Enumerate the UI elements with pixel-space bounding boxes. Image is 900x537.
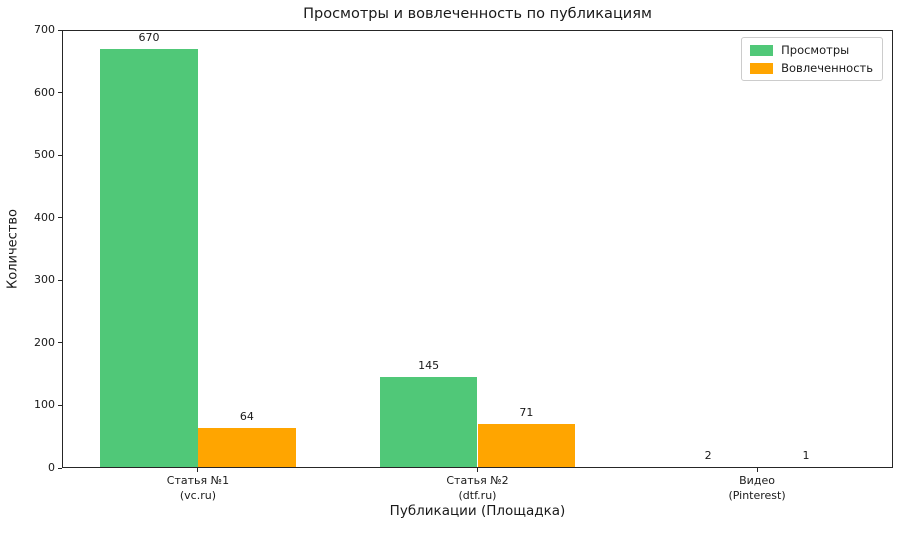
views-swatch-icon xyxy=(750,44,774,56)
engagement-bar xyxy=(197,427,296,468)
x-tick-mark xyxy=(756,468,758,472)
category-name: Статья №2 xyxy=(446,474,509,487)
y-tick-label: 300 xyxy=(34,273,55,287)
views-bar xyxy=(379,377,478,468)
category-name: Статья №1 xyxy=(166,474,230,487)
category-platform: (Pinterest) xyxy=(728,488,786,502)
x-axis-label: Публикации (Площадка) xyxy=(389,503,566,519)
y-tick-mark xyxy=(58,404,62,406)
category-platform: (vc.ru) xyxy=(179,488,216,502)
bar-value-label: 145 xyxy=(418,359,440,373)
category-name: Видео xyxy=(739,474,775,487)
y-tick-mark xyxy=(58,29,62,31)
x-tick-label: Статья №1 (vc.ru) xyxy=(98,474,298,503)
x-tick-mark xyxy=(477,468,478,472)
y-tick-mark xyxy=(58,92,62,94)
engagement-bar xyxy=(757,467,855,468)
legend-item-engagement: Вовлеченность xyxy=(750,61,873,75)
bar-value-label: 71 xyxy=(519,405,534,419)
y-tick-mark xyxy=(58,154,62,156)
bar-value-label: 670 xyxy=(138,30,160,44)
y-tick-label: 0 xyxy=(48,461,55,474)
x-tick-label: Видео (Pinterest) xyxy=(657,474,857,503)
legend-label-views: Просмотры xyxy=(781,43,850,57)
y-tick-label: 100 xyxy=(34,398,55,412)
y-tick-mark xyxy=(58,217,62,219)
bar-value-label: 64 xyxy=(239,409,254,423)
views-bar xyxy=(100,48,198,468)
x-tick-mark xyxy=(197,468,199,472)
views-bar xyxy=(659,466,758,468)
y-tick-label: 200 xyxy=(34,335,55,349)
legend-item-views: Просмотры xyxy=(750,43,873,57)
y-tick-mark xyxy=(58,279,62,281)
y-tick-label: 500 xyxy=(34,148,55,162)
y-tick-mark xyxy=(58,342,62,344)
chart-title: Просмотры и вовлеченность по публикациям xyxy=(303,6,652,22)
y-tick-label: 400 xyxy=(34,210,55,224)
engagement-swatch-icon xyxy=(750,62,774,74)
engagement-bar xyxy=(477,423,576,468)
y-tick-mark xyxy=(58,467,62,469)
legend-label-engagement: Вовлеченность xyxy=(781,61,873,75)
x-tick-label: Статья №2 (dtf.ru) xyxy=(378,474,578,503)
bar-value-label: 2 xyxy=(704,448,712,462)
category-platform: (dtf.ru) xyxy=(458,488,497,502)
y-tick-label: 700 xyxy=(34,23,55,36)
legend: Просмотры Вовлеченность xyxy=(741,37,883,81)
bar-value-label: 1 xyxy=(802,449,810,463)
y-tick-label: 600 xyxy=(34,85,55,99)
